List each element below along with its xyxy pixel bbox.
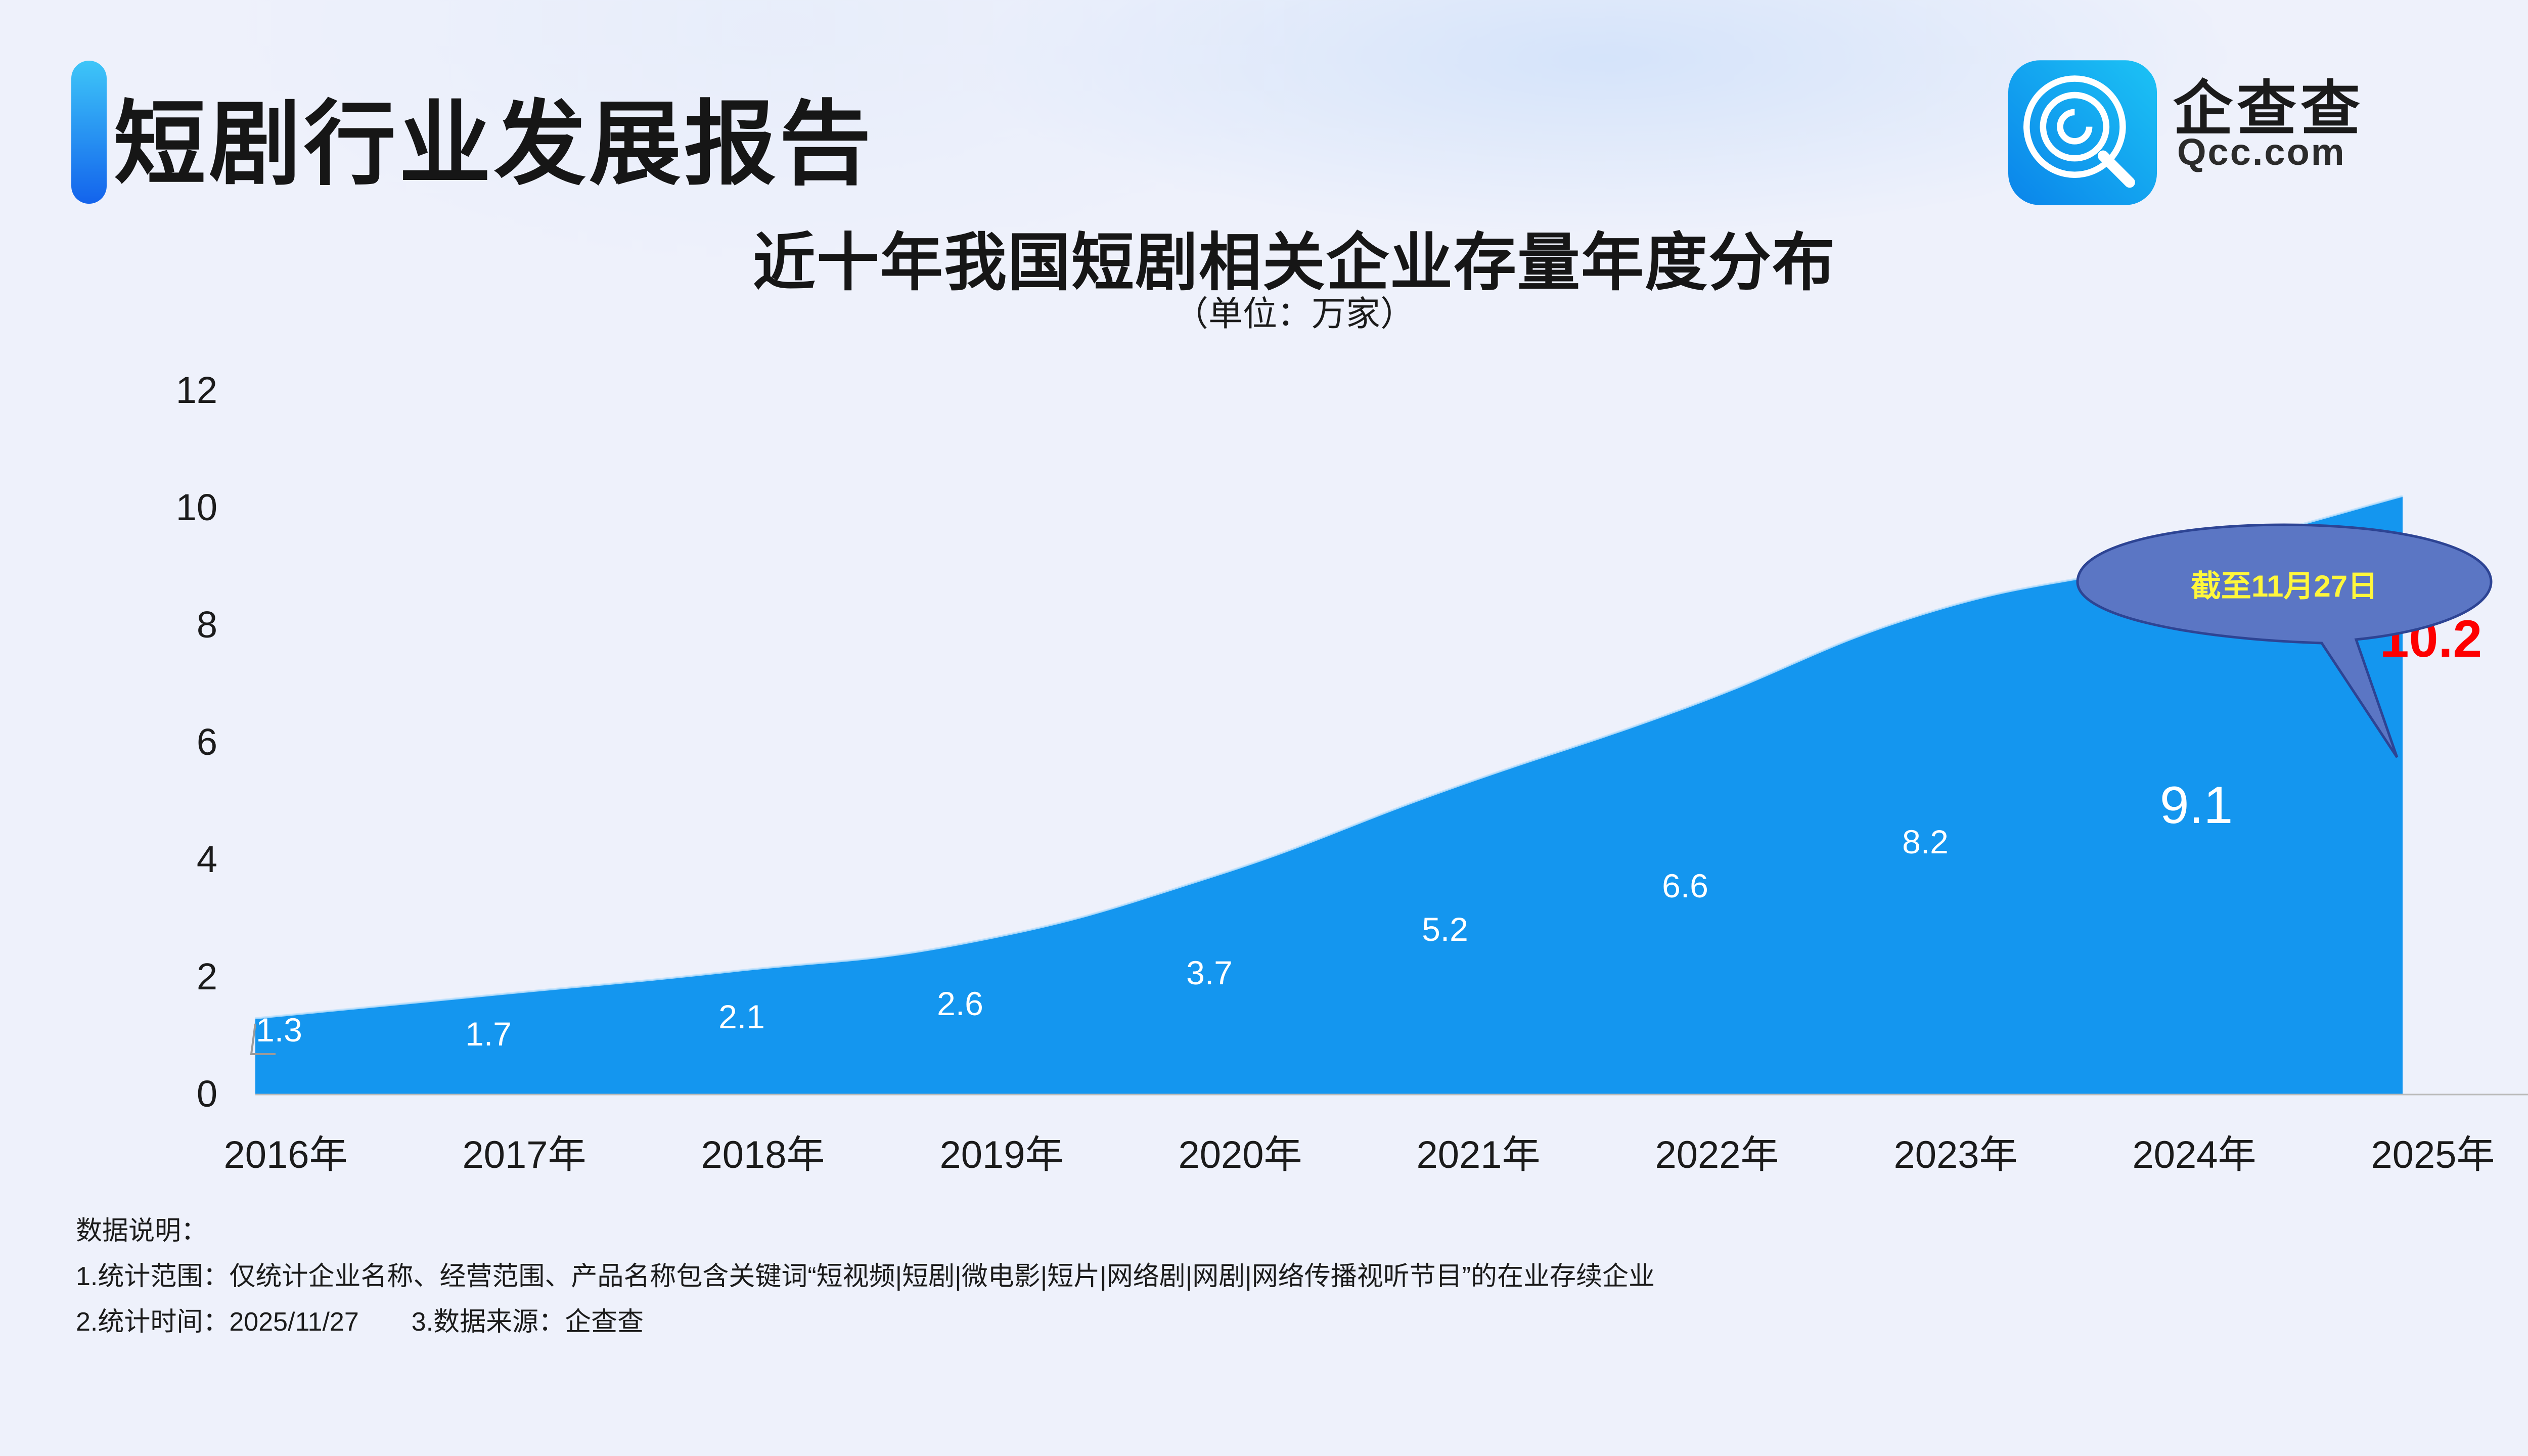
svg-text:6.6: 6.6 — [1662, 867, 1708, 904]
svg-text:1.3: 1.3 — [256, 1011, 302, 1049]
svg-text:8: 8 — [197, 604, 217, 646]
svg-text:2017年: 2017年 — [462, 1133, 586, 1176]
svg-text:8.2: 8.2 — [1902, 823, 1949, 860]
svg-text:12: 12 — [176, 369, 217, 411]
svg-text:2: 2 — [197, 956, 217, 997]
svg-text:2024年: 2024年 — [2132, 1133, 2256, 1176]
svg-text:4: 4 — [197, 838, 217, 880]
svg-text:2.6: 2.6 — [937, 985, 983, 1022]
svg-text:1.7: 1.7 — [465, 1015, 512, 1053]
svg-text:2019年: 2019年 — [939, 1133, 1063, 1176]
svg-text:6: 6 — [197, 721, 217, 763]
svg-text:5.2: 5.2 — [1422, 911, 1468, 948]
svg-text:2021年: 2021年 — [1416, 1133, 1540, 1176]
svg-text:2020年: 2020年 — [1178, 1133, 1302, 1176]
svg-text:2023年: 2023年 — [1893, 1133, 2017, 1176]
svg-text:2016年: 2016年 — [223, 1133, 347, 1176]
svg-text:2018年: 2018年 — [701, 1133, 825, 1176]
svg-text:截至11月27日: 截至11月27日 — [2191, 569, 2378, 603]
svg-text:9.1: 9.1 — [2160, 776, 2233, 835]
svg-text:2.1: 2.1 — [718, 998, 765, 1035]
svg-text:10: 10 — [176, 486, 217, 528]
svg-text:2025年: 2025年 — [2371, 1133, 2495, 1176]
svg-text:2022年: 2022年 — [1655, 1133, 1779, 1176]
svg-text:0: 0 — [197, 1073, 217, 1115]
svg-text:3.7: 3.7 — [1186, 954, 1233, 991]
